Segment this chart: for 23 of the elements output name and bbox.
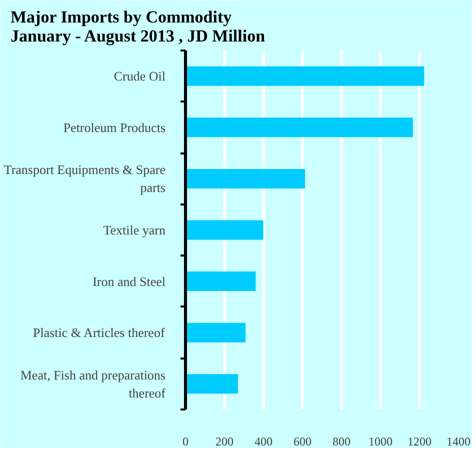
- bar: [186, 66, 424, 86]
- bar: [186, 168, 306, 188]
- bar: [186, 220, 264, 240]
- bar: [186, 272, 256, 292]
- y-tick-label: Textile yarn: [103, 222, 166, 238]
- x-tick-label: 600: [294, 434, 312, 448]
- x-tick-label: 400: [254, 434, 272, 448]
- y-tick-label: Transport Equipments & Spare parts: [4, 162, 166, 196]
- y-tick-label: Crude Oil: [114, 68, 166, 84]
- x-tick-label: 200: [216, 434, 234, 448]
- x-tick-label: 1400: [446, 434, 470, 448]
- x-tick-label: 800: [332, 434, 350, 448]
- y-tick-label: Petroleum Products: [63, 120, 166, 135]
- x-tick-label: 1200: [408, 434, 432, 448]
- chart-title: Major Imports by Commodity January - August 2013 , JD Million: [10, 8, 266, 46]
- bar: [186, 322, 246, 342]
- bar: [186, 374, 238, 394]
- x-tick-label: 1000: [368, 434, 392, 448]
- x-tick-label: 0: [182, 434, 188, 448]
- y-tick-label: Meat, Fish and preparations thereof: [20, 367, 166, 400]
- y-tick-label: Iron and Steel: [92, 274, 166, 289]
- y-tick-label: Plastic & Articles thereof: [33, 325, 166, 340]
- bar: [186, 118, 413, 138]
